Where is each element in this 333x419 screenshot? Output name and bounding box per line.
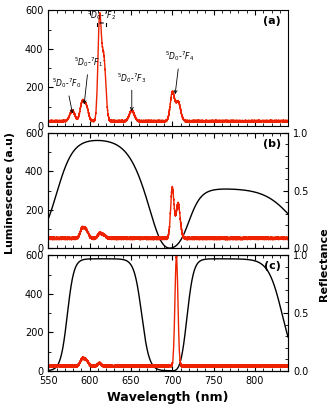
Text: (a): (a) bbox=[263, 16, 281, 26]
Text: $^5D_0$-$^7F_4$: $^5D_0$-$^7F_4$ bbox=[165, 49, 194, 93]
Text: $^5D_0$-$^7F_0$: $^5D_0$-$^7F_0$ bbox=[52, 76, 81, 113]
X-axis label: Wavelength (nm): Wavelength (nm) bbox=[108, 391, 229, 404]
Text: (c): (c) bbox=[264, 261, 281, 271]
Text: $^5D_0$-$^7F_2$: $^5D_0$-$^7F_2$ bbox=[87, 8, 116, 22]
Text: $^5D_0$-$^7F_3$: $^5D_0$-$^7F_3$ bbox=[117, 71, 147, 110]
Text: $^5D_0$-$^7F_1$: $^5D_0$-$^7F_1$ bbox=[74, 55, 103, 103]
Text: (b): (b) bbox=[263, 139, 281, 149]
Text: Luminescence (a.u): Luminescence (a.u) bbox=[5, 132, 15, 254]
Text: Reflectance: Reflectance bbox=[319, 227, 329, 301]
